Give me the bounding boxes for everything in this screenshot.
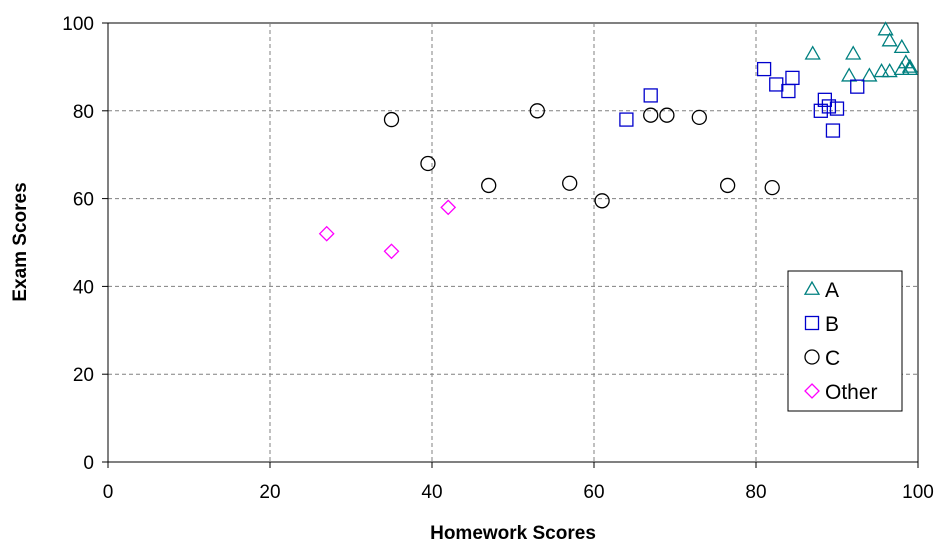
point-other [440,199,457,216]
y-tick-label: 100 [62,14,94,35]
x-tick-label: 100 [902,482,934,503]
point-a [841,67,858,82]
point-c [659,107,675,123]
point-c [562,175,578,191]
x-axis-title: Homework Scores [430,523,596,544]
legend-label-c: C [825,347,840,370]
gridlines [108,23,918,462]
y-axis-title: Exam Scores [10,182,31,301]
point-c [764,179,780,196]
x-tick-label: 80 [745,482,766,503]
axes [102,22,919,468]
data-markers [318,21,919,260]
point-b [643,88,658,103]
x-tick-label: 40 [421,482,442,503]
point-c [420,155,436,172]
point-c [481,177,497,194]
y-tick-label: 0 [83,453,94,474]
point-b [850,79,865,94]
legend-marker-other [804,383,820,399]
point-c [594,193,610,209]
point-other [318,225,335,242]
point-other [383,243,400,260]
y-tick-label: 80 [73,102,94,123]
point-a [881,62,898,78]
point-c [643,107,659,123]
point-b [619,112,634,127]
legend-marker-b [804,315,820,331]
legend-label-b: B [825,313,839,336]
point-c [383,111,400,128]
y-tick-label: 40 [73,277,94,298]
point-b [821,99,837,114]
point-b [756,61,772,77]
point-c [720,177,736,194]
y-tick-label: 60 [73,190,94,211]
point-a [873,62,890,78]
point-a [861,67,878,82]
point-a [901,58,919,73]
legend-marker-a [803,280,821,295]
point-a [877,21,894,36]
point-b [813,103,828,118]
point-a [893,38,910,54]
point-a [804,45,821,60]
point-b [785,70,800,86]
x-tick-label: 60 [583,482,604,503]
legend-label-a: A [825,279,839,302]
point-a [881,32,898,47]
x-tick-label: 0 [103,482,114,503]
point-a [845,45,862,60]
point-b [829,101,845,116]
point-b [825,123,841,138]
legend-marker-c [804,349,820,365]
plot-area [107,22,919,463]
point-c [691,109,707,126]
legend-label-other: Other [825,381,878,404]
y-tick-label: 20 [73,365,94,386]
point-c [529,103,545,119]
tick-labels: 0 20 40 60 80 100 0 20 40 60 80 100 [62,14,934,503]
point-a [901,60,919,75]
x-tick-label: 20 [259,482,280,503]
legend: ABC Other [787,270,903,412]
